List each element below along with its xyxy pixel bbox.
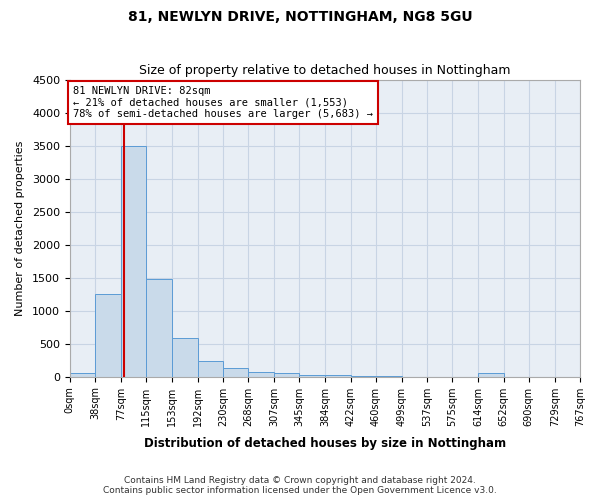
Bar: [274, 374, 299, 376]
Bar: [223, 368, 248, 376]
Bar: [70, 374, 95, 376]
X-axis label: Distribution of detached houses by size in Nottingham: Distribution of detached houses by size …: [144, 437, 506, 450]
Bar: [146, 279, 172, 376]
Bar: [197, 361, 223, 376]
Title: Size of property relative to detached houses in Nottingham: Size of property relative to detached ho…: [139, 64, 511, 77]
Bar: [299, 374, 325, 376]
Bar: [478, 374, 503, 376]
Text: 81 NEWLYN DRIVE: 82sqm
← 21% of detached houses are smaller (1,553)
78% of semi-: 81 NEWLYN DRIVE: 82sqm ← 21% of detached…: [73, 86, 373, 120]
Text: Contains HM Land Registry data © Crown copyright and database right 2024.
Contai: Contains HM Land Registry data © Crown c…: [103, 476, 497, 495]
Bar: [121, 146, 146, 376]
Bar: [172, 338, 197, 376]
Y-axis label: Number of detached properties: Number of detached properties: [15, 140, 25, 316]
Bar: [248, 372, 274, 376]
Text: 81, NEWLYN DRIVE, NOTTINGHAM, NG8 5GU: 81, NEWLYN DRIVE, NOTTINGHAM, NG8 5GU: [128, 10, 472, 24]
Bar: [95, 294, 121, 376]
